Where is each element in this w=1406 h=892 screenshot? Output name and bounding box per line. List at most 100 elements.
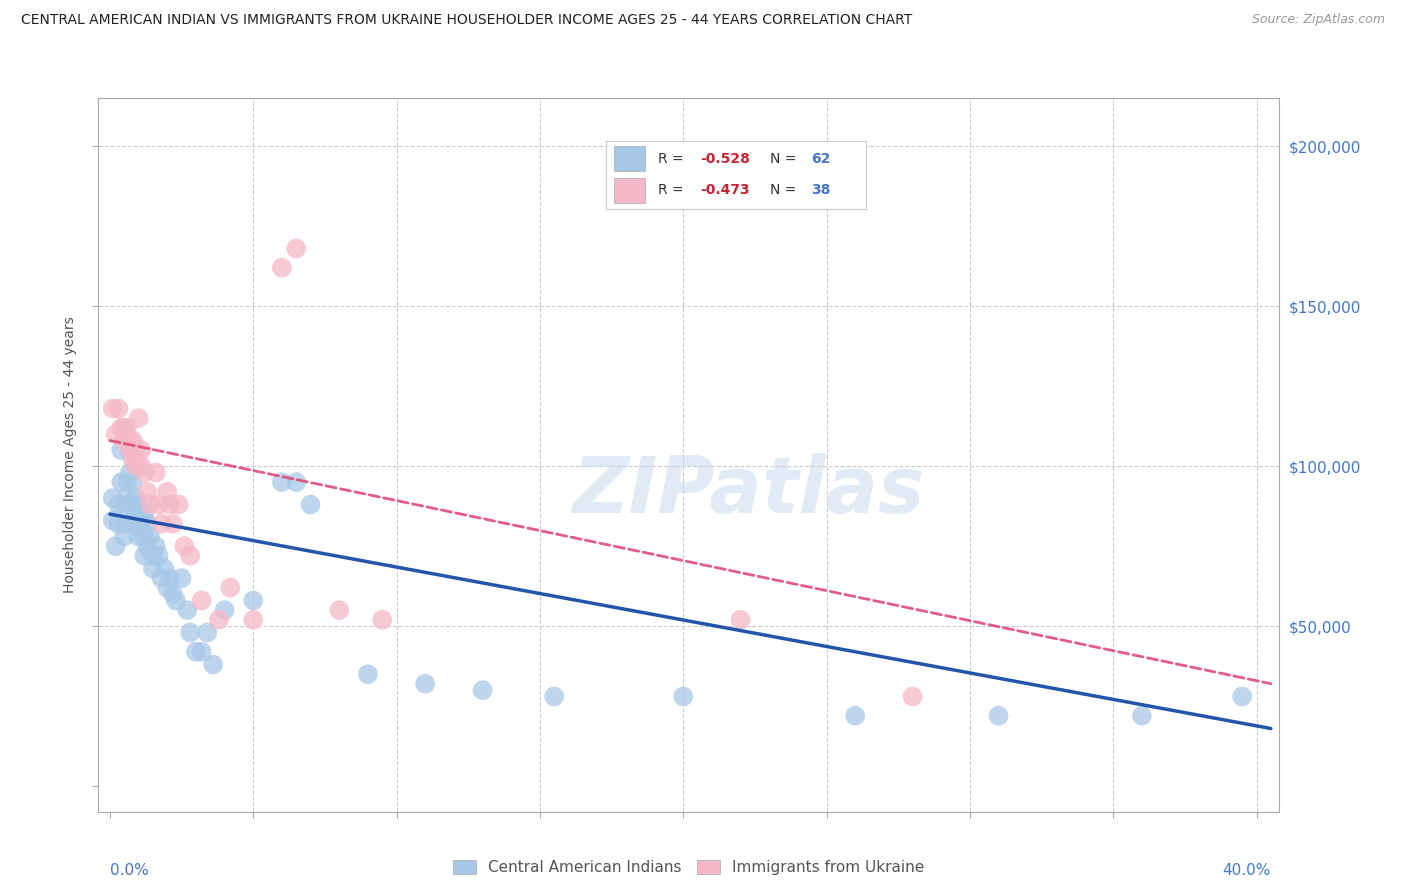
Point: [156, 484, 179, 499]
Point: [125, 459, 148, 474]
Point: [118, 498, 141, 512]
Point: [179, 549, 201, 563]
Point: [110, 421, 132, 435]
Point: [139, 498, 162, 512]
Point: [142, 549, 165, 563]
Point: [202, 657, 225, 672]
Point: [128, 411, 150, 425]
Text: -0.528: -0.528: [700, 152, 749, 166]
Point: [242, 593, 264, 607]
Point: [219, 581, 242, 595]
Text: 0.0%: 0.0%: [110, 863, 149, 878]
Point: [125, 443, 148, 458]
Point: [145, 539, 167, 553]
Point: [901, 690, 924, 704]
Y-axis label: Householder Income Ages 25 - 44 years: Householder Income Ages 25 - 44 years: [63, 317, 77, 593]
Text: 40.0%: 40.0%: [1222, 863, 1271, 878]
Text: ZIPatlas: ZIPatlas: [572, 452, 924, 529]
Point: [159, 571, 181, 585]
Point: [672, 690, 695, 704]
Point: [104, 539, 127, 553]
Point: [150, 571, 173, 585]
Point: [208, 613, 231, 627]
Point: [179, 625, 201, 640]
Point: [136, 484, 159, 499]
Point: [115, 491, 138, 505]
Point: [270, 475, 292, 489]
Point: [184, 645, 207, 659]
Bar: [614, 145, 645, 171]
Point: [471, 683, 494, 698]
Text: 62: 62: [811, 152, 831, 166]
Point: [153, 561, 176, 575]
Point: [136, 516, 159, 531]
Point: [162, 516, 184, 531]
Point: [112, 434, 135, 448]
Point: [121, 516, 143, 531]
Point: [107, 516, 129, 531]
Point: [357, 667, 380, 681]
Point: [121, 434, 143, 448]
Point: [112, 529, 135, 543]
Point: [195, 625, 218, 640]
Point: [1230, 690, 1253, 704]
Text: N =: N =: [770, 184, 800, 197]
Point: [131, 523, 153, 537]
Text: Source: ZipAtlas.com: Source: ZipAtlas.com: [1251, 13, 1385, 27]
Point: [110, 475, 132, 489]
Point: [844, 708, 866, 723]
Point: [101, 491, 124, 505]
Point: [150, 516, 173, 531]
Point: [162, 587, 184, 601]
Bar: [614, 178, 645, 203]
Point: [1130, 708, 1153, 723]
Point: [134, 507, 156, 521]
Point: [121, 452, 143, 467]
Point: [190, 645, 212, 659]
Point: [543, 690, 565, 704]
Point: [104, 427, 127, 442]
Point: [131, 459, 153, 474]
Point: [142, 561, 165, 575]
Point: [131, 443, 153, 458]
Point: [136, 539, 159, 553]
Point: [128, 516, 150, 531]
Point: [159, 498, 181, 512]
Point: [139, 529, 162, 543]
Point: [101, 401, 124, 416]
Point: [987, 708, 1010, 723]
Text: 38: 38: [811, 184, 831, 197]
Point: [134, 466, 156, 480]
Point: [115, 421, 138, 435]
Point: [371, 613, 394, 627]
Text: -0.473: -0.473: [700, 184, 749, 197]
Point: [413, 677, 436, 691]
Text: CENTRAL AMERICAN INDIAN VS IMMIGRANTS FROM UKRAINE HOUSEHOLDER INCOME AGES 25 - : CENTRAL AMERICAN INDIAN VS IMMIGRANTS FR…: [21, 13, 912, 28]
Point: [118, 466, 141, 480]
Point: [107, 401, 129, 416]
Point: [148, 498, 170, 512]
Text: R =: R =: [658, 184, 688, 197]
Point: [131, 507, 153, 521]
Point: [134, 529, 156, 543]
Point: [128, 498, 150, 512]
Point: [121, 475, 143, 489]
Point: [112, 516, 135, 531]
Point: [118, 434, 141, 448]
Point: [270, 260, 292, 275]
Point: [115, 475, 138, 489]
Point: [176, 603, 198, 617]
Point: [110, 443, 132, 458]
Point: [285, 242, 308, 256]
Point: [145, 466, 167, 480]
Point: [730, 613, 752, 627]
Point: [118, 443, 141, 458]
Point: [299, 498, 322, 512]
Point: [242, 613, 264, 627]
Point: [165, 593, 187, 607]
Point: [190, 593, 212, 607]
Point: [112, 421, 135, 435]
Point: [156, 581, 179, 595]
Point: [285, 475, 308, 489]
Point: [118, 443, 141, 458]
